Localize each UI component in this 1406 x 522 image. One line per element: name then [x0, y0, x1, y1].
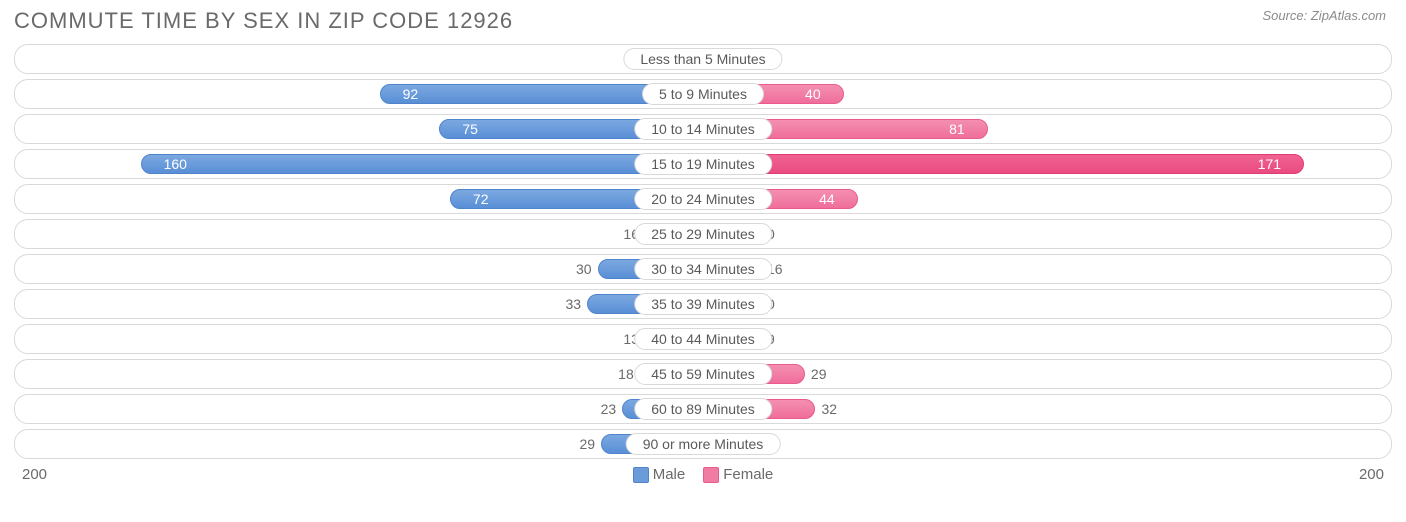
legend: Male Female — [633, 466, 774, 483]
category-label: 60 to 89 Minutes — [634, 398, 772, 420]
axis-left-max: 200 — [22, 466, 47, 483]
legend-male: Male — [633, 466, 686, 483]
male-bar — [141, 154, 703, 174]
female-value: 40 — [805, 86, 821, 102]
legend-female: Female — [703, 466, 773, 483]
male-value: 72 — [473, 191, 489, 207]
chart-row: 29790 or more Minutes — [14, 429, 1392, 459]
chart-row: 23 32 60 to 89 Minutes — [14, 394, 1392, 424]
category-label: 5 to 9 Minutes — [642, 83, 764, 105]
chart-row: 33035 to 39 Minutes — [14, 289, 1392, 319]
category-label: 90 or more Minutes — [626, 433, 781, 455]
chart-row: 18 29 45 to 59 Minutes — [14, 359, 1392, 389]
chart-row: 92 40 5 to 9 Minutes — [14, 79, 1392, 109]
legend-female-label: Female — [723, 466, 773, 483]
category-label: 30 to 34 Minutes — [634, 258, 772, 280]
male-value: 29 — [580, 436, 596, 452]
legend-male-swatch — [633, 467, 649, 483]
chart-row: 72 44 20 to 24 Minutes — [14, 184, 1392, 214]
chart-area: 25Less than 5 Minutes 92 40 5 to 9 Minutes 7… — [0, 44, 1406, 459]
male-value: 33 — [565, 296, 581, 312]
male-value: 92 — [403, 86, 419, 102]
male-value: 18 — [618, 366, 634, 382]
chart-row: 160 171 15 to 19 Minutes — [14, 149, 1392, 179]
female-value: 81 — [949, 121, 965, 137]
chart-row: 75 81 10 to 14 Minutes — [14, 114, 1392, 144]
legend-female-swatch — [703, 467, 719, 483]
chart-footer: 200 Male Female 200 — [0, 464, 1406, 483]
female-value: 44 — [819, 191, 835, 207]
category-label: 20 to 24 Minutes — [634, 188, 772, 210]
chart-header: COMMUTE TIME BY SEX IN ZIP CODE 12926 So… — [0, 0, 1406, 44]
chart-row: 25Less than 5 Minutes — [14, 44, 1392, 74]
chart-row: 301630 to 34 Minutes — [14, 254, 1392, 284]
chart-source: Source: ZipAtlas.com — [1262, 8, 1386, 23]
male-value: 30 — [576, 261, 592, 277]
chart-row: 16025 to 29 Minutes — [14, 219, 1392, 249]
female-value: 32 — [821, 401, 837, 417]
category-label: 45 to 59 Minutes — [634, 363, 772, 385]
category-label: 10 to 14 Minutes — [634, 118, 772, 140]
male-value: 160 — [164, 156, 187, 172]
category-label: 40 to 44 Minutes — [634, 328, 772, 350]
legend-male-label: Male — [653, 466, 686, 483]
category-label: 25 to 29 Minutes — [634, 223, 772, 245]
chart-title: COMMUTE TIME BY SEX IN ZIP CODE 12926 — [14, 8, 513, 34]
male-value: 23 — [601, 401, 617, 417]
category-label: 35 to 39 Minutes — [634, 293, 772, 315]
female-value: 29 — [811, 366, 827, 382]
female-bar — [703, 154, 1304, 174]
male-value: 75 — [462, 121, 478, 137]
chart-row: 13940 to 44 Minutes — [14, 324, 1392, 354]
female-value: 171 — [1258, 156, 1281, 172]
category-label: 15 to 19 Minutes — [634, 153, 772, 175]
axis-right-max: 200 — [1359, 466, 1384, 483]
category-label: Less than 5 Minutes — [623, 48, 782, 70]
